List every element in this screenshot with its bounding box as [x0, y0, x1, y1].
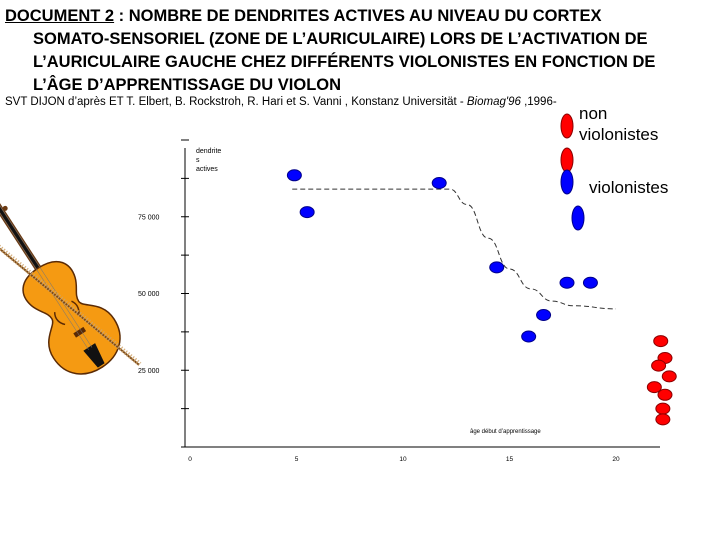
legend-label-non-violinists-2: violonistes	[579, 125, 659, 144]
data-point-violinist	[431, 176, 447, 189]
document-title: DOCUMENT 2 : NOMBRE DE DENDRITES ACTIVES…	[5, 5, 717, 97]
data-point-violinist	[489, 261, 505, 274]
legend-marker-red	[560, 113, 574, 139]
data-point-violinist	[536, 308, 552, 321]
legend-markers	[560, 113, 585, 231]
source-journal: Biomag'96	[466, 96, 521, 108]
legend-marker-red	[560, 147, 574, 173]
data-point-non-violinist	[655, 402, 671, 415]
y-tick-label: 75 000	[138, 214, 160, 221]
y-axis-label-2: s	[196, 157, 200, 164]
data-point-non-violinist	[655, 413, 671, 426]
x-tick-label: 0	[188, 456, 192, 463]
data-point-violinist	[299, 206, 315, 219]
data-point-non-violinist	[657, 388, 673, 401]
y-tick-label: 50 000	[138, 291, 160, 298]
data-points-group	[286, 169, 677, 426]
x-tick-label: 5	[295, 456, 299, 463]
data-point-violinist	[286, 169, 302, 182]
violin-illustration	[0, 194, 142, 375]
legend-marker-blue	[571, 205, 585, 231]
data-point-violinist	[559, 276, 575, 289]
x-tick-labels: 0 5 10 15 20	[188, 456, 620, 463]
data-point-non-violinist	[661, 370, 677, 383]
y-tick-marks: 25 000 50 000 75 000	[138, 139, 189, 448]
data-point-non-violinist	[651, 359, 667, 372]
x-tick-label: 10	[399, 456, 407, 463]
source-suffix: ,1996-	[520, 96, 557, 108]
x-axis-label: âge début d’apprentissage	[470, 429, 541, 435]
document-label: DOCUMENT 2	[5, 7, 115, 25]
data-point-non-violinist	[646, 381, 662, 394]
x-tick-label: 20	[612, 456, 620, 463]
legend-marker-blue	[560, 169, 574, 195]
legend-label-violinists: violonistes	[589, 178, 669, 197]
data-point-violinist	[521, 330, 537, 343]
trend-line	[292, 188, 617, 310]
title-line-4: L’ÂGE D’APPRENTISSAGE DU VIOLON	[33, 76, 342, 94]
title-line-3: L’AURICULAIRE GAUCHE CHEZ DIFFÉRENTS VIO…	[33, 53, 656, 71]
source-credit: SVT DIJON d’après ET T. Elbert, B. Rocks…	[5, 96, 557, 108]
data-point-violinist	[582, 276, 598, 289]
trend-line-group	[292, 188, 617, 310]
x-tick-label: 15	[506, 456, 514, 463]
data-point-non-violinist	[653, 335, 669, 348]
y-tick-label: 25 000	[138, 368, 160, 375]
title-line-1: : NOMBRE DE DENDRITES ACTIVES AU NIVEAU …	[114, 7, 602, 25]
title-line-2: SOMATO-SENSORIEL (ZONE DE L’AURICULAIRE)…	[33, 30, 648, 48]
y-axis-label-3: actives	[196, 166, 218, 173]
source-prefix: SVT DIJON d’après ET T. Elbert, B. Rocks…	[5, 96, 467, 108]
legend-label-non-violinists-1: non	[579, 104, 608, 123]
y-axis-label-1: dendrite	[196, 148, 221, 155]
